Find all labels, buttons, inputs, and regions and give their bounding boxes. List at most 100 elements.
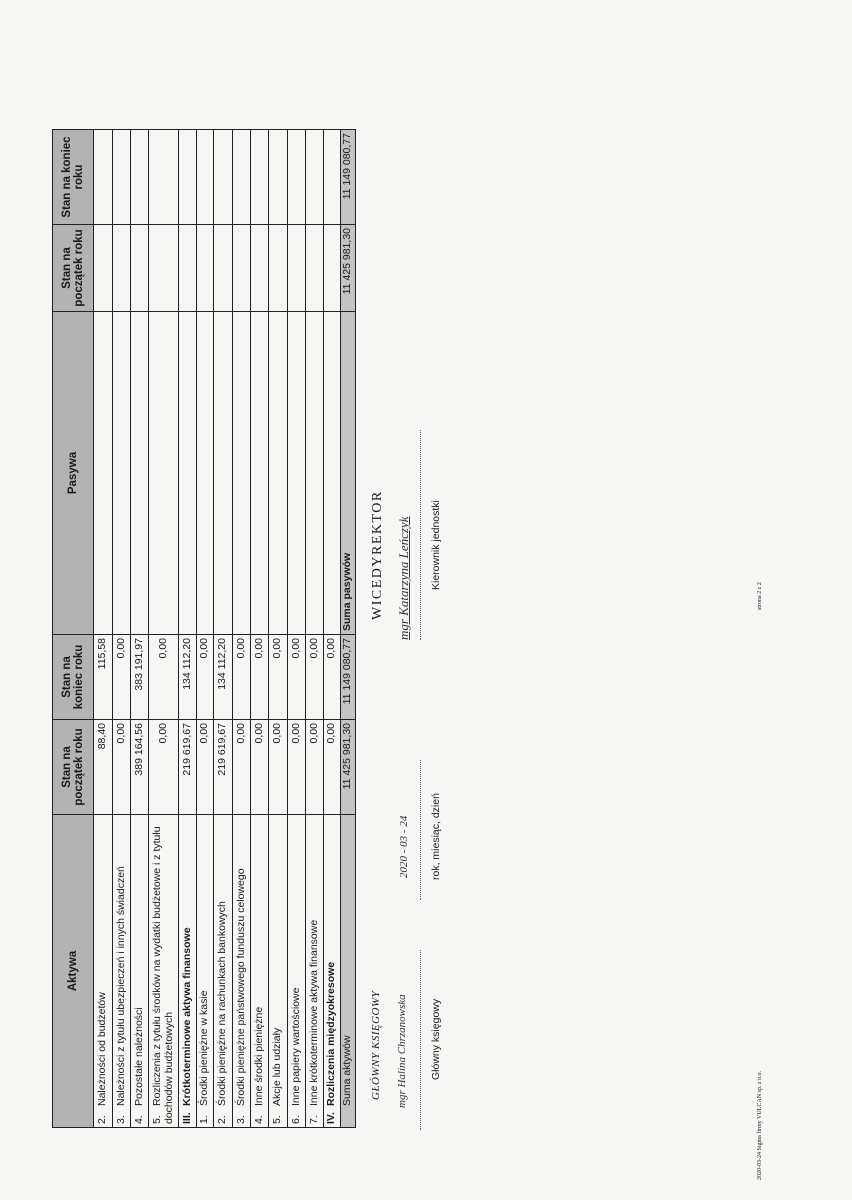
table-row: Suma aktywów 11 425 981,30 11 149 080,77 <box>340 634 356 1128</box>
value-start: 219 619,67 <box>178 719 197 815</box>
row-label-text: Środki pieniężne państwowego funduszu ce… <box>234 868 247 1106</box>
value-end: 134 112,20 <box>213 634 233 720</box>
value-end <box>213 129 233 225</box>
table-row <box>232 129 251 635</box>
date-line <box>420 760 421 900</box>
table-row: Suma pasywów 11 425 981,30 11 149 080,77 <box>340 129 356 635</box>
table-row <box>213 129 233 635</box>
table-row <box>93 129 113 635</box>
table-row: 3. Należności z tytułu ubezpieczeń i inny… <box>112 634 131 1128</box>
value-end <box>232 129 251 225</box>
table-row: IV. Rozliczenia międzyokresowe 0,00 0,00 <box>323 634 341 1128</box>
value-start: 11 425 981,30 <box>340 719 356 815</box>
row-label-text: Rozliczenia z tytułu środków na wydatki … <box>151 826 175 1124</box>
value-start: 0,00 <box>287 719 306 815</box>
table-row <box>287 129 306 635</box>
row-label <box>268 311 288 635</box>
assets-table: Aktywa Stan na początek roku Stan na kon… <box>52 634 356 1128</box>
table-row <box>148 129 179 635</box>
row-label-text: Krótkoterminowe aktywa finansowe <box>180 927 193 1106</box>
table-row: III. Krótkoterminowe aktywa finansowe 219 … <box>178 634 197 1128</box>
table-row: 7. Inne krótkoterminowe aktywa finansowe 0… <box>305 634 324 1128</box>
row-label-text: Inne papiery wartościowe <box>289 987 302 1106</box>
table-row <box>130 129 149 635</box>
table-row <box>268 129 288 635</box>
table-row: 3. Środki pieniężne państwowego funduszu … <box>232 634 251 1128</box>
header-end: Stan na koniec roku <box>52 634 94 720</box>
row-label <box>148 311 179 635</box>
value-start <box>268 224 288 312</box>
row-label: 5.Rozliczenia z tytułu środków na wydatk… <box>148 814 179 1128</box>
row-number: 7. <box>307 1115 320 1124</box>
value-end: 0,00 <box>232 634 251 720</box>
row-label: 4. Pozostałe należności <box>130 814 149 1128</box>
row-label <box>250 311 269 635</box>
table-row: 5.Rozliczenia z tytułu środków na wydatk… <box>148 634 179 1128</box>
value-end <box>305 129 324 225</box>
value-end: 115,58 <box>93 634 113 720</box>
row-label: 1. Środki pieniężne w kasie <box>196 814 214 1128</box>
header-start: Stan na początek roku <box>52 224 94 312</box>
row-label-text: Inne krótkoterminowe aktywa finansowe <box>307 919 320 1106</box>
director-signature-line <box>420 430 421 640</box>
row-label: 7. Inne krótkoterminowe aktywa finansowe <box>305 814 324 1128</box>
table-row: 4. Inne środki pieniężne 0,00 0,00 <box>250 634 269 1128</box>
table-row <box>323 129 341 635</box>
row-label <box>232 311 251 635</box>
value-end <box>148 129 179 225</box>
value-end: 0,00 <box>196 634 214 720</box>
row-label <box>196 311 214 635</box>
table-row: 6. Inne papiery wartościowe 0,00 0,00 <box>287 634 306 1128</box>
table-row: 4. Pozostałe należności 389 164,56 383 191,… <box>130 634 149 1128</box>
row-number: 3. <box>234 1115 247 1124</box>
row-label-text: Środki pieniężne na rachunkach bankowych <box>216 901 229 1106</box>
table-row <box>178 129 197 635</box>
row-label-text: Należności z tytułu ubezpieczeń i innych… <box>114 866 127 1106</box>
row-label: 2. Należności od budżetów <box>93 814 113 1128</box>
value-end: 0,00 <box>250 634 269 720</box>
footer-software: 2020-03-24 Sigma firmy VULCAN sp. z o.o. <box>757 1070 763 1180</box>
table-row <box>196 129 214 635</box>
value-start <box>213 224 233 312</box>
value-start: 0,00 <box>268 719 288 815</box>
accountant-stamp: GŁÓWNY KSIĘGOWY <box>370 990 382 1100</box>
value-end: 0,00 <box>305 634 324 720</box>
row-label <box>178 311 197 635</box>
value-start: 0,00 <box>323 719 341 815</box>
value-end <box>93 129 113 225</box>
header-pasywa: Pasywa <box>52 311 94 635</box>
row-label-text: Środki pieniężne w kasie <box>198 990 211 1106</box>
value-start <box>148 224 179 312</box>
row-number: 5. <box>271 1115 284 1124</box>
value-start: 0,00 <box>112 719 131 815</box>
row-label: 3. Środki pieniężne państwowego funduszu … <box>232 814 251 1128</box>
value-end <box>250 129 269 225</box>
row-label: 4. Inne środki pieniężne <box>250 814 269 1128</box>
value-end: 11 149 080,77 <box>340 129 356 225</box>
value-start <box>323 224 341 312</box>
row-number: III. <box>180 1112 193 1124</box>
value-start: 0,00 <box>148 719 179 815</box>
row-number: 4. <box>252 1115 265 1124</box>
row-label: 3. Należności z tytułu ubezpieczeń i inny… <box>112 814 131 1128</box>
row-label: 2. Środki pieniężne na rachunkach bankowy… <box>213 814 233 1128</box>
row-number: 4. <box>132 1115 145 1124</box>
value-start: 0,00 <box>305 719 324 815</box>
row-number: 1. <box>198 1115 211 1124</box>
table-row <box>305 129 324 635</box>
row-label-text: Pozostałe należności <box>132 1007 145 1106</box>
value-end: 0,00 <box>112 634 131 720</box>
row-label <box>213 311 233 635</box>
value-end <box>112 129 131 225</box>
row-label-text: Rozliczenia międzyokresowe <box>325 961 338 1106</box>
footer-page-number: strona 2 z 2 <box>757 582 763 610</box>
table-row <box>112 129 131 635</box>
director-caption: Kierownik jednostki <box>430 500 442 590</box>
header-end: Stan na koniec roku <box>52 129 94 225</box>
row-number: 2. <box>96 1115 109 1124</box>
row-number: 2. <box>216 1115 229 1124</box>
director-name: mgr Katarzyna Leńczyk <box>396 516 411 641</box>
value-start <box>93 224 113 312</box>
row-label-text: Suma aktywów <box>341 1035 354 1106</box>
